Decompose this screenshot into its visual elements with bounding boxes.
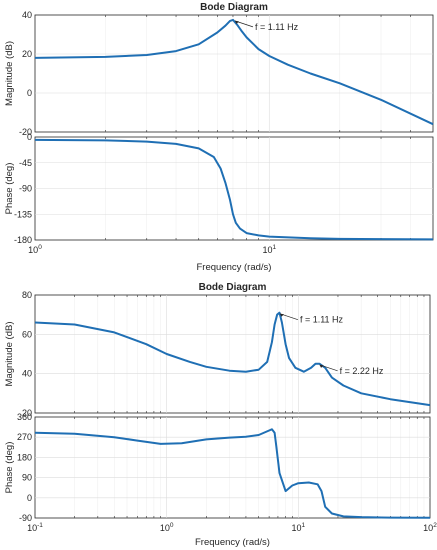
- magnitude-axes: [34, 14, 434, 133]
- y-tick-label: 360: [17, 412, 32, 422]
- x-axis-label: Frequency (rad/s): [197, 262, 272, 273]
- x-axis-label: Frequency (rad/s): [195, 537, 270, 548]
- phase-curve: [34, 428, 431, 519]
- x-tick-label: 101: [262, 244, 276, 255]
- annotation-label: f = 2.22 Hz: [340, 366, 384, 376]
- phase-ylabel: Phase (deg): [4, 442, 15, 494]
- y-tick-label: 60: [22, 329, 32, 339]
- y-tick-label: -90: [19, 184, 32, 194]
- x-tick-label: 100: [28, 244, 42, 255]
- y-tick-label: 0: [27, 88, 32, 98]
- annotation-arrowhead: [279, 313, 284, 317]
- y-tick-label: -45: [19, 158, 32, 168]
- phase-curve: [34, 138, 434, 241]
- y-tick-label: -90: [19, 513, 32, 523]
- bode-chart-2: Bode Diagram 20 40 60 80 Magnitude (dB) f = 1.…: [4, 282, 437, 548]
- y-tick-label: 180: [17, 452, 32, 462]
- magnitude-panel: 20 40 60 80 Magnitude (dB) f = 1.11 Hz f = 2.2…: [4, 290, 431, 418]
- y-tick-label: -20: [19, 127, 32, 137]
- annotation-label: f = 1.11 Hz: [255, 22, 299, 32]
- y-tick-label: 0: [27, 132, 32, 142]
- x-tick-label: 102: [423, 522, 437, 533]
- magnitude-panel: -20 0 20 40 Magnitude (dB) f = 1.11 Hz: [4, 10, 434, 137]
- annotation-arrowhead: [319, 364, 324, 368]
- phase-ylabel: Phase (deg): [4, 163, 15, 215]
- chart-title: Bode Diagram: [200, 2, 268, 13]
- magnitude-ylabel: Magnitude (dB): [4, 41, 15, 106]
- x-tick-label: 101: [292, 522, 306, 533]
- annotation-label: f = 1.11 Hz: [300, 315, 344, 325]
- magnitude-curve: [34, 18, 434, 126]
- magnitude-curve: [34, 311, 431, 407]
- y-tick-label: 90: [22, 473, 32, 483]
- y-tick-label: 40: [22, 369, 32, 379]
- y-tick-label: 0: [27, 493, 32, 503]
- phase-axes: [34, 416, 431, 519]
- x-tick-label: 10-1: [27, 522, 43, 533]
- annotation-arrowhead: [234, 20, 239, 24]
- chart-title: Bode Diagram: [199, 282, 267, 293]
- y-tick-label: 270: [17, 432, 32, 442]
- magnitude-ylabel: Magnitude (dB): [4, 322, 15, 387]
- y-tick-label: 80: [22, 290, 32, 300]
- y-tick-label: -180: [14, 235, 32, 245]
- phase-panel: 0 -45 -90 -135 -180 Phase (deg) 100 101 Frequenc…: [4, 132, 434, 273]
- x-tick-label: 100: [160, 522, 174, 533]
- y-tick-label: 20: [22, 408, 32, 418]
- y-tick-label: 40: [22, 10, 32, 20]
- y-tick-label: -135: [14, 209, 32, 219]
- phase-panel: -90 0 90 180 270 360 Phase (deg) 10-1 100 101 102 F…: [4, 412, 437, 548]
- y-tick-label: 20: [22, 49, 32, 59]
